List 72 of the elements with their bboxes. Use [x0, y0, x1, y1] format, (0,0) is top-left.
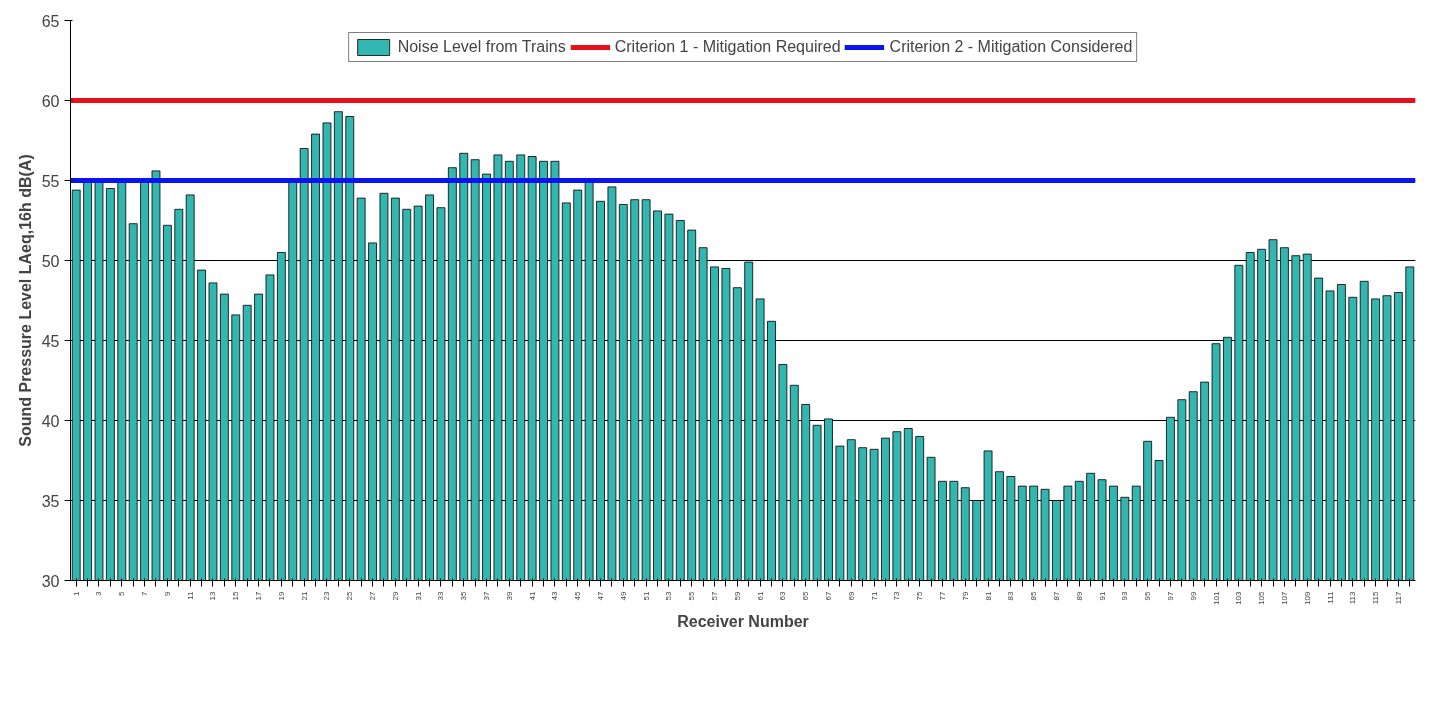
x-tick-label: 69 [846, 590, 856, 601]
x-tick-label: 11 [185, 590, 195, 600]
x-tick-label: 101 [1211, 590, 1221, 605]
x-tick-label: 89 [1074, 590, 1084, 601]
x-tick-label: 105 [1257, 590, 1267, 605]
y-tick-label: 45 [41, 332, 60, 350]
x-tick-label: 113 [1348, 590, 1358, 605]
x-tick-label: 77 [937, 590, 947, 601]
y-tick-label: 30 [41, 572, 60, 590]
x-tick-label: 53 [664, 590, 674, 601]
x-tick-label: 1 [71, 590, 81, 596]
y-tick-label: 35 [41, 492, 60, 510]
x-tick-label: 71 [869, 590, 879, 601]
x-tick-label: 45 [573, 590, 583, 601]
x-tick-label: 5 [117, 590, 127, 596]
x-tick-label: 85 [1029, 590, 1039, 601]
y-tick-label: 40 [41, 412, 60, 430]
x-tick-label: 65 [801, 590, 811, 601]
x-tick-label: 83 [1006, 590, 1016, 601]
x-tick-label: 35 [459, 590, 469, 601]
x-tick-label: 75 [915, 590, 925, 601]
x-tick-label: 23 [322, 590, 332, 601]
x-tick-label: 17 [254, 590, 264, 601]
legend-label: Noise Level from Trains [397, 38, 566, 56]
x-tick-label: 115 [1371, 590, 1381, 605]
x-tick-label: 3 [94, 590, 104, 596]
x-tick-label: 21 [299, 590, 309, 601]
x-tick-label: 63 [778, 590, 788, 601]
x-tick-label: 81 [983, 590, 993, 601]
x-tick-label: 95 [1143, 590, 1153, 601]
y-axis-title: Sound Pressure Level LAeq,16h dB(A) [16, 154, 34, 447]
x-tick-label: 61 [755, 590, 765, 601]
x-tick-label: 37 [482, 590, 492, 601]
x-tick-label: 111 [1325, 590, 1335, 604]
x-tick-label: 31 [413, 590, 423, 601]
x-tick-label: 41 [527, 590, 537, 601]
x-axis-title: Receiver Number [677, 612, 809, 630]
x-tick-label: 93 [1120, 590, 1130, 601]
x-tick-label: 43 [550, 590, 560, 601]
x-tick-label: 51 [641, 590, 651, 601]
x-tick-label: 29 [390, 590, 400, 601]
x-tick-label: 99 [1188, 590, 1198, 601]
x-tick-label: 87 [1051, 590, 1061, 601]
x-tick-label: 9 [162, 590, 172, 596]
x-tick-label: 33 [436, 590, 446, 601]
legend-label: Criterion 1 - Mitigation Required [614, 38, 841, 56]
x-tick-label: 13 [208, 590, 218, 601]
y-tick-label: 65 [41, 12, 60, 30]
x-tick-label: 19 [276, 590, 286, 601]
x-tick-label: 117 [1393, 590, 1403, 605]
x-tick-label: 107 [1279, 590, 1289, 605]
x-tick-label: 55 [687, 590, 697, 601]
x-tick-label: 103 [1234, 590, 1244, 605]
x-tick-label: 49 [618, 590, 628, 601]
legend-label: Criterion 2 - Mitigation Considered [889, 38, 1133, 56]
x-tick-label: 25 [345, 590, 355, 601]
x-tick-label: 47 [596, 590, 606, 601]
x-tick-label: 67 [823, 590, 833, 601]
x-tick-label: 39 [504, 590, 514, 601]
x-tick-label: 109 [1302, 590, 1312, 605]
y-tick-label: 55 [41, 172, 60, 190]
y-tick-label: 50 [41, 252, 60, 270]
x-tick-label: 79 [960, 590, 970, 601]
x-tick-label: 97 [1165, 590, 1175, 601]
x-tick-label: 7 [140, 590, 150, 596]
x-tick-label: 91 [1097, 590, 1107, 601]
x-tick-label: 59 [732, 590, 742, 601]
x-tick-label: 15 [231, 590, 241, 601]
x-tick-label: 27 [368, 590, 378, 601]
x-tick-label: 73 [892, 590, 902, 601]
y-tick-label: 60 [41, 92, 60, 110]
x-tick-label: 57 [710, 590, 719, 601]
